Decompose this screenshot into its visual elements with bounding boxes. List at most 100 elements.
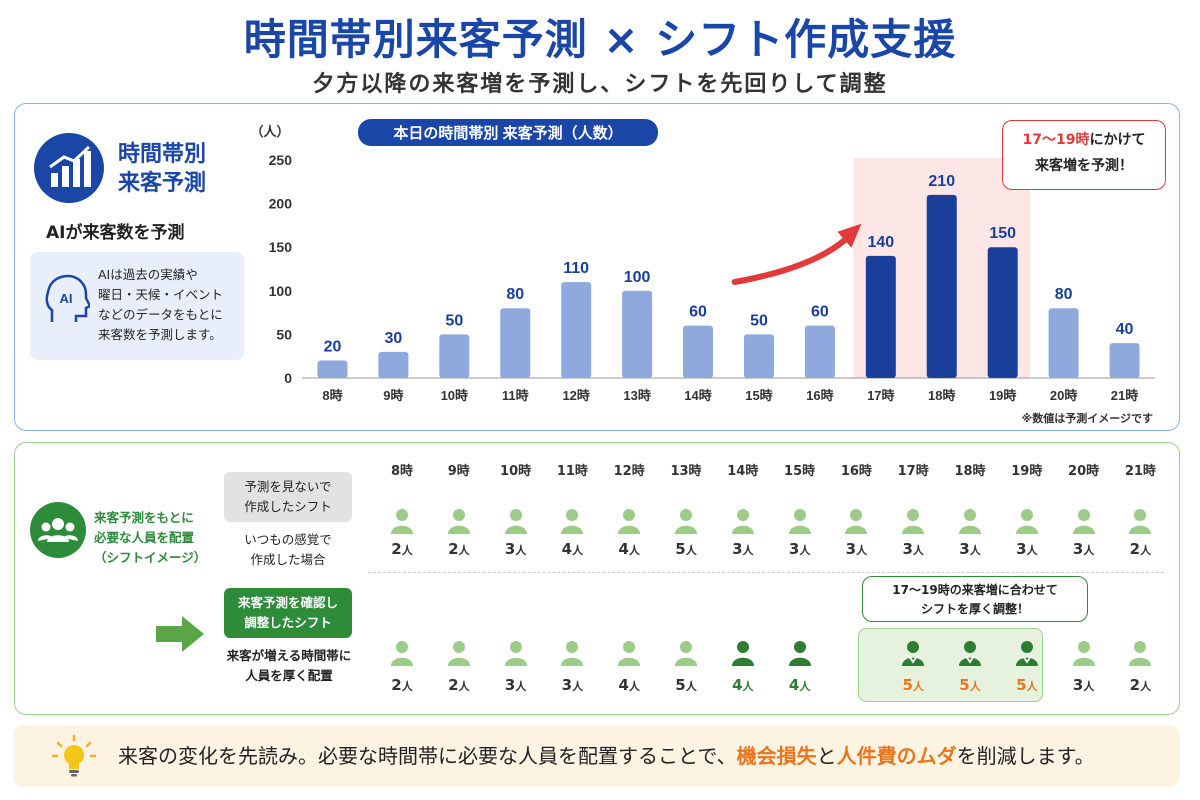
- shift-hour-label: 8時: [390, 464, 414, 479]
- person-icon: [447, 508, 471, 534]
- shift-count: 2人: [448, 676, 470, 694]
- footer-message: 来客の変化を先読み。必要な時間帯に必要な人員を配置することで、機会損失と人件費の…: [118, 744, 1095, 768]
- person-icon: [560, 508, 584, 534]
- bar-value-label: 140: [867, 234, 894, 251]
- person-icon: [617, 508, 641, 534]
- shift-explanation: 来客予測をもとに 必要な人員を配置 （シフトイメージ）: [94, 510, 207, 565]
- trend-arrow-head: [837, 223, 862, 248]
- person-icon: [731, 640, 755, 666]
- bar-value-label: 150: [989, 225, 1016, 242]
- svg-text:AI: AI: [60, 291, 73, 306]
- peak-callout: 17〜19時にかけて 来客増を予測！: [1002, 120, 1166, 190]
- person-icon: [674, 508, 698, 534]
- bar: [683, 325, 714, 378]
- y-axis-label: （人）: [250, 124, 289, 139]
- bar-value-label: 50: [750, 312, 768, 329]
- bar-value-label: 20: [324, 339, 342, 356]
- shift-count: 5人: [675, 676, 697, 694]
- bar: [500, 308, 531, 378]
- shift-count: 5人: [675, 540, 697, 558]
- person-icon: [390, 640, 414, 666]
- bar-value-label: 40: [1116, 321, 1134, 338]
- shift-count: 2人: [1129, 676, 1152, 694]
- bar-value-label: 100: [624, 269, 651, 286]
- person-icon: [560, 640, 584, 666]
- shift-with-forecast-label: 来客予測を確認し 調整したシフト: [224, 588, 352, 638]
- x-tick-label: 19時: [989, 388, 1016, 403]
- bar: [926, 194, 957, 378]
- shift-count: 3人: [1016, 540, 1038, 558]
- shift-hour-label: 9時: [447, 464, 470, 479]
- shift-hour-label: 13時: [670, 464, 702, 479]
- shift-count: 3人: [504, 676, 527, 694]
- x-tick-label: 8時: [322, 388, 342, 403]
- person-icon: [1128, 508, 1152, 534]
- person-icon: [617, 640, 641, 666]
- shift-count: 3人: [845, 540, 868, 558]
- shift-count: 4人: [618, 676, 640, 694]
- shift-hour-label: 14時: [727, 464, 759, 479]
- shift-count: 3人: [788, 540, 811, 558]
- shift-hour-label: 15時: [784, 464, 816, 479]
- shift-hour-label: 11時: [556, 464, 588, 479]
- person-icon: [844, 508, 868, 534]
- shift-count: 3人: [1072, 676, 1095, 694]
- x-tick-label: 15時: [745, 388, 772, 403]
- chart-title-badge: [358, 119, 658, 146]
- bar-value-label: 80: [1055, 286, 1073, 303]
- chart-note: ※数値は予測イメージです: [1022, 411, 1153, 425]
- bar-value-label: 60: [811, 304, 829, 321]
- x-tick-label: 12時: [562, 388, 589, 403]
- y-tick-label: 250: [269, 152, 293, 168]
- bar: [743, 334, 774, 378]
- bar: [1109, 343, 1140, 378]
- bar-value-label: 80: [506, 286, 524, 303]
- shift-count: 5人: [902, 676, 924, 694]
- person-icon: [447, 640, 471, 666]
- bar: [622, 290, 653, 378]
- chart-title: 本日の時間帯別 来客予測（人数）: [393, 124, 622, 142]
- person-icon: [1015, 640, 1039, 666]
- y-tick-label: 150: [269, 239, 293, 255]
- footer-panel: [14, 725, 1180, 787]
- person-icon: [901, 508, 925, 534]
- page-subtitle: 夕方以降の来客増を予測し、シフトを先回りして調整: [312, 72, 888, 97]
- bar: [561, 282, 592, 378]
- people-icon: [30, 502, 86, 558]
- ai-description-box: [30, 252, 244, 360]
- person-icon: [788, 640, 812, 666]
- shift-count: 4人: [561, 540, 584, 558]
- shift-count: 2人: [448, 540, 470, 558]
- shift-hour-label: 12時: [613, 464, 645, 479]
- ai-head-icon: AI: [44, 272, 92, 326]
- shift-hour-label: 17時: [897, 464, 929, 479]
- shift-hour-label: 19時: [1011, 464, 1043, 479]
- peak-shift-highlight: [858, 628, 1043, 702]
- y-tick-label: 50: [276, 326, 292, 342]
- x-tick-label: 10時: [441, 388, 468, 403]
- bar-value-label: 50: [445, 312, 463, 329]
- person-icon: [504, 640, 528, 666]
- x-tick-label: 11時: [502, 388, 529, 403]
- shift-hour-label: 20時: [1068, 464, 1100, 479]
- shift-count: 5人: [1016, 676, 1038, 694]
- shift-count: 5人: [959, 676, 981, 694]
- bar-value-label: 60: [689, 304, 707, 321]
- shift-count: 2人: [391, 540, 413, 558]
- person-icon: [788, 508, 812, 534]
- shift-with-forecast-note: 来客が増える時間帯に 人員を厚く配置: [226, 648, 352, 683]
- x-tick-label: 17時: [867, 388, 894, 403]
- bar-chart-icon: [34, 133, 104, 203]
- lightbulb-icon: [51, 734, 97, 782]
- person-icon: [958, 640, 982, 666]
- bar: [378, 351, 409, 378]
- person-icon: [390, 508, 414, 534]
- x-tick-label: 18時: [928, 388, 955, 403]
- person-icon: [504, 508, 528, 534]
- shift-count: 2人: [1129, 540, 1152, 558]
- bar: [317, 360, 348, 378]
- shift-count: 3人: [1072, 540, 1095, 558]
- x-tick-label: 13時: [623, 388, 650, 403]
- person-icon: [1072, 640, 1096, 666]
- ai-description: AIは過去の実績や 曜日・天候・イベント などのデータをもとに 来客数を予測しま…: [98, 267, 224, 342]
